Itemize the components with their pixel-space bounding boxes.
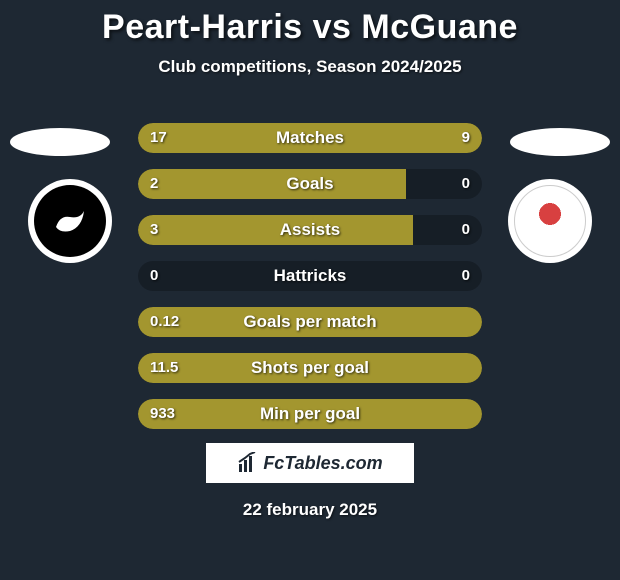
swansea-crest-icon bbox=[34, 185, 106, 257]
stat-value-right: 0 bbox=[462, 215, 470, 245]
stat-row: Goals per match0.12 bbox=[138, 307, 482, 337]
left-club-crest bbox=[28, 179, 112, 263]
bristol-crest-icon bbox=[514, 185, 586, 257]
stat-row: Assists3 0 bbox=[138, 215, 482, 245]
stat-label: Min per goal bbox=[138, 399, 482, 429]
stat-label: Matches bbox=[138, 123, 482, 153]
right-ellipse-shadow bbox=[510, 128, 610, 156]
chart-icon bbox=[237, 452, 259, 474]
stat-value-left: 933 bbox=[150, 399, 175, 429]
comparison-title: Peart-Harris vs McGuane bbox=[0, 0, 620, 47]
stat-label: Goals bbox=[138, 169, 482, 199]
right-club-crest bbox=[508, 179, 592, 263]
stat-label: Hattricks bbox=[138, 261, 482, 291]
stat-value-left: 0.12 bbox=[150, 307, 179, 337]
stats-container: Matches179Goals20Assists30Hattricks00Goa… bbox=[138, 123, 482, 445]
stat-value-left: 17 bbox=[150, 123, 167, 153]
stat-value-right: 0 bbox=[462, 169, 470, 199]
stat-row: Goals2 0 bbox=[138, 169, 482, 199]
comparison-date: 22 february 2025 bbox=[0, 500, 620, 520]
stat-row: Min per goal933 bbox=[138, 399, 482, 429]
stat-row: Matches17 9 bbox=[138, 123, 482, 153]
stat-value-left: 2 bbox=[150, 169, 158, 199]
stat-value-right: 0 bbox=[462, 261, 470, 291]
stat-value-left: 0 bbox=[150, 261, 158, 291]
stat-label: Assists bbox=[138, 215, 482, 245]
left-ellipse-shadow bbox=[10, 128, 110, 156]
stat-row: Shots per goal11.5 bbox=[138, 353, 482, 383]
stat-value-left: 11.5 bbox=[150, 353, 178, 383]
stat-value-right: 9 bbox=[462, 123, 470, 153]
season-subtitle: Club competitions, Season 2024/2025 bbox=[0, 57, 620, 77]
fctables-logo: FcTables.com bbox=[206, 443, 414, 483]
stat-value-left: 3 bbox=[150, 215, 158, 245]
stat-label: Shots per goal bbox=[138, 353, 482, 383]
footer-brand-text: FcTables.com bbox=[263, 453, 382, 474]
stat-row: Hattricks0 0 bbox=[138, 261, 482, 291]
stat-label: Goals per match bbox=[138, 307, 482, 337]
